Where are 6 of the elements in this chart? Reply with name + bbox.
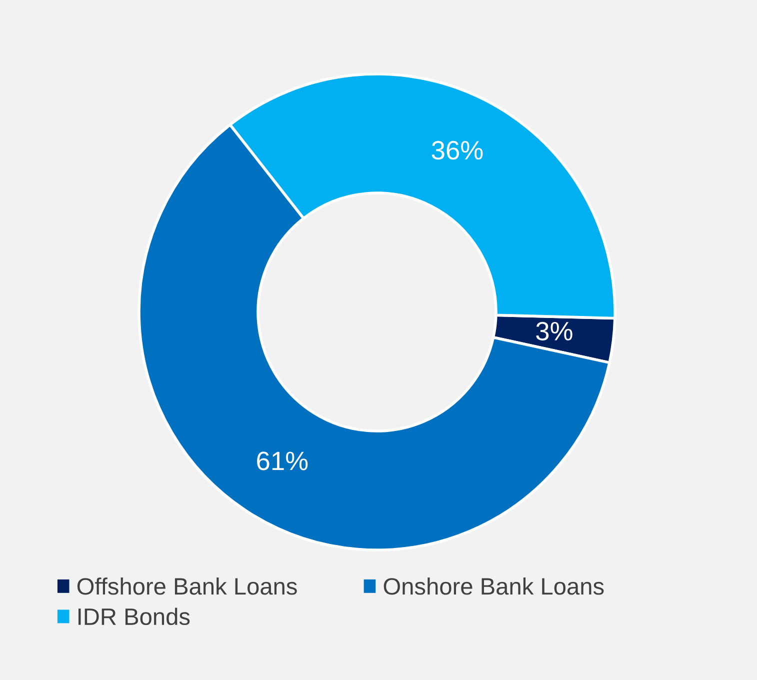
data-label: 36% [432, 140, 483, 160]
legend-label: IDR Bonds [78, 608, 190, 626]
data-label: 61% [257, 452, 308, 470]
data-label: 3% [536, 322, 572, 341]
legend-label: Onshore Bank Loans [384, 577, 604, 595]
legend-label: Offshore Bank Loans [77, 577, 297, 595]
